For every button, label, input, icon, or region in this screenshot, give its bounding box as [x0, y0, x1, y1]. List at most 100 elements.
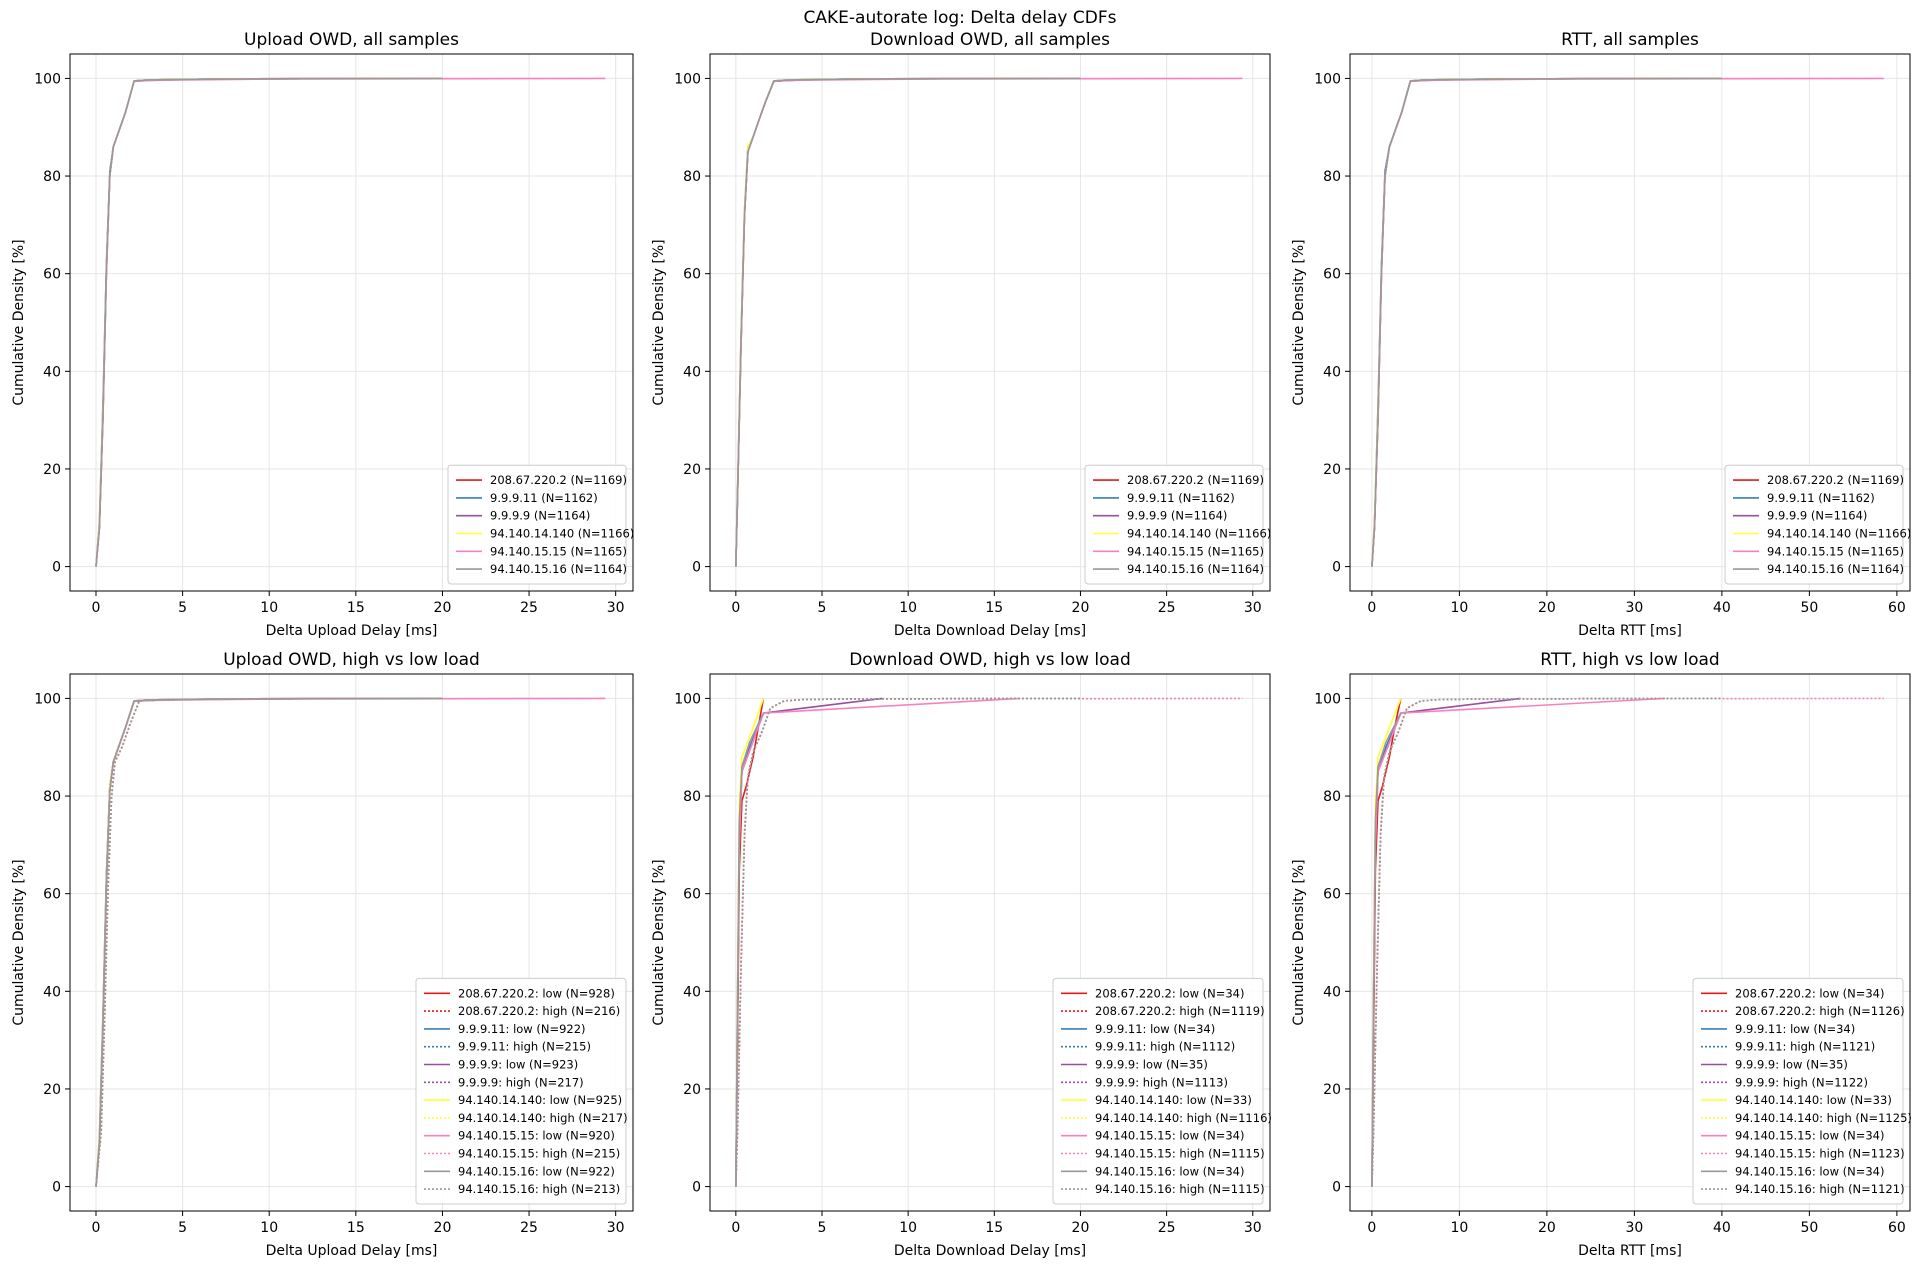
- legend-label: 94.140.15.16: high (N=1121): [1735, 1182, 1905, 1196]
- legend-label: 94.140.14.140: low (N=33): [1735, 1093, 1892, 1107]
- y-axis-label: Cumulative Density [%]: [651, 239, 667, 405]
- x-tick-label: 30: [1244, 1220, 1262, 1236]
- y-axis-label: Cumulative Density [%]: [11, 859, 27, 1025]
- legend-label: 9.9.9.9 (N=1164): [1767, 509, 1867, 523]
- x-tick-label: 5: [818, 600, 827, 616]
- legend-box: [415, 977, 627, 1205]
- x-tick-label: 5: [178, 1220, 187, 1236]
- x-tick-label: 30: [607, 1220, 625, 1236]
- series-line: [1371, 697, 1722, 1187]
- series-line: [1371, 697, 1666, 1187]
- axes-frame: [1349, 673, 1911, 1212]
- y-tick-label: 40: [1323, 364, 1341, 380]
- legend-label: 9.9.9.9: low (N=35): [1095, 1058, 1208, 1072]
- x-tick-label: 0: [1367, 600, 1376, 616]
- legend-label: 208.67.220.2 (N=1169): [1127, 473, 1264, 487]
- x-tick-label: 60: [1888, 1220, 1906, 1236]
- legend-label: 94.140.14.140: high (N=1116): [1095, 1111, 1272, 1125]
- y-tick-label: 80: [1323, 169, 1341, 185]
- series-group: [1371, 697, 1884, 1187]
- x-tick-label: 0: [1367, 1220, 1376, 1236]
- x-tick-label: 30: [1625, 1220, 1643, 1236]
- x-tick-label: 0: [731, 600, 740, 616]
- series-line: [735, 697, 1081, 1187]
- legend-label: 208.67.220.2: low (N=928): [458, 986, 615, 1000]
- subplot-title: Download OWD, high vs low load: [849, 650, 1131, 670]
- x-tick-label: 50: [1800, 600, 1818, 616]
- x-tick-label: 60: [1888, 600, 1906, 616]
- legend-label: 94.140.15.15: low (N=34): [1095, 1129, 1244, 1143]
- legend-label: 94.140.14.140 (N=1166): [490, 527, 634, 541]
- axes-frame: [709, 53, 1271, 592]
- legend-label: 208.67.220.2: low (N=34): [1735, 986, 1884, 1000]
- legend-label: 208.67.220.2: high (N=1119): [1095, 1004, 1265, 1018]
- legend-label: 94.140.15.15: high (N=1123): [1735, 1147, 1905, 1161]
- legend-label: 94.140.15.15: high (N=215): [458, 1147, 620, 1161]
- subplot-title: Upload OWD, all samples: [244, 30, 459, 50]
- x-axis-label: Delta RTT [ms]: [1578, 623, 1682, 639]
- legend-label: 208.67.220.2: high (N=216): [458, 1004, 620, 1018]
- legend-label: 94.140.15.16: low (N=922): [458, 1164, 615, 1178]
- y-tick-label: 20: [1323, 462, 1341, 478]
- subplot-title: RTT, high vs low load: [1540, 650, 1719, 670]
- x-tick-label: 15: [347, 600, 365, 616]
- y-tick-label: 20: [683, 462, 701, 478]
- series-line: [735, 698, 765, 1187]
- legend-label: 94.140.15.16 (N=1164): [1767, 562, 1904, 576]
- legend-label: 9.9.9.11 (N=1162): [490, 491, 598, 505]
- x-tick-label: 50: [1800, 1220, 1818, 1236]
- y-tick-label: 80: [43, 789, 61, 805]
- y-axis-label: Cumulative Density [%]: [651, 859, 667, 1025]
- y-tick-label: 100: [1314, 71, 1341, 87]
- y-tick-label: 80: [43, 169, 61, 185]
- legend: 208.67.220.2: low (N=34) 208.67.220.2: hi…: [1052, 977, 1272, 1205]
- x-axis-label: Delta RTT [ms]: [1578, 1243, 1682, 1259]
- legend-label: 94.140.14.140: low (N=33): [1095, 1093, 1252, 1107]
- y-tick-label: 40: [43, 984, 61, 1000]
- legend-label: 94.140.15.16: low (N=34): [1095, 1164, 1244, 1178]
- y-tick-label: 100: [34, 691, 61, 707]
- series-line: [1371, 698, 1402, 1187]
- legend-label: 208.67.220.2 (N=1169): [490, 473, 627, 487]
- legend-box: [1084, 464, 1264, 585]
- legend-label: 94.140.15.16 (N=1164): [1127, 562, 1264, 576]
- series-line: [735, 697, 1021, 1187]
- y-tick-label: 40: [43, 364, 61, 380]
- legend-label: 94.140.14.140 (N=1166): [1767, 527, 1911, 541]
- legend-label: 9.9.9.9: low (N=923): [458, 1058, 578, 1072]
- x-tick-label: 5: [818, 1220, 827, 1236]
- x-tick-label: 10: [1450, 600, 1468, 616]
- y-tick-label: 0: [692, 1180, 701, 1196]
- legend: 208.67.220.2: low (N=928) 208.67.220.2: h…: [415, 977, 628, 1205]
- series-line: [1371, 712, 1402, 1187]
- x-tick-label: 0: [731, 1220, 740, 1236]
- y-tick-label: 60: [683, 887, 701, 903]
- legend-label: 94.140.15.15: low (N=34): [1735, 1129, 1884, 1143]
- x-tick-label: 30: [607, 600, 625, 616]
- y-tick-label: 60: [1323, 267, 1341, 283]
- x-tick-label: 0: [92, 600, 101, 616]
- subplot: 0 5 10 15 20 25 30 0 20 40 60 80 100 Download OWD, al…: [651, 30, 1271, 639]
- series-group: [95, 697, 606, 1187]
- subplot: 0 5 10 15 20 25 30 0 20 40 60 80 100 Download OWD, hi…: [651, 650, 1272, 1259]
- x-tick-label: 25: [1158, 1220, 1176, 1236]
- legend-label: 9.9.9.11: low (N=34): [1095, 1022, 1215, 1036]
- legend: 208.67.220.2 (N=1169) 9.9.9.11 (N=1162) 9.…: [1084, 464, 1271, 585]
- legend-label: 94.140.15.15: high (N=1115): [1095, 1147, 1265, 1161]
- x-tick-label: 10: [260, 600, 278, 616]
- legend-label: 208.67.220.2 (N=1169): [1767, 473, 1904, 487]
- series-line: [1371, 697, 1521, 1187]
- y-tick-label: 20: [1323, 1082, 1341, 1098]
- y-tick-label: 100: [674, 71, 701, 87]
- x-axis-label: Delta Upload Delay [ms]: [266, 623, 438, 639]
- legend-label: 94.140.14.140: high (N=1125): [1735, 1111, 1912, 1125]
- figure-title: CAKE-autorate log: Delta delay CDFs: [803, 8, 1117, 28]
- subplot: 0 10 20 30 40 50 60 0 20 40 60 80 100 RTT, high vs lo…: [1291, 650, 1912, 1259]
- x-tick-label: 30: [1625, 600, 1643, 616]
- subplot: 0 5 10 15 20 25 30 0 20 40 60 80 100 Upload OWD, all …: [11, 30, 634, 639]
- legend-label: 9.9.9.9: high (N=217): [458, 1075, 584, 1089]
- legend-label: 94.140.15.15 (N=1165): [1767, 544, 1904, 558]
- legend-label: 9.9.9.11: high (N=215): [458, 1040, 591, 1054]
- x-tick-label: 20: [1072, 600, 1090, 616]
